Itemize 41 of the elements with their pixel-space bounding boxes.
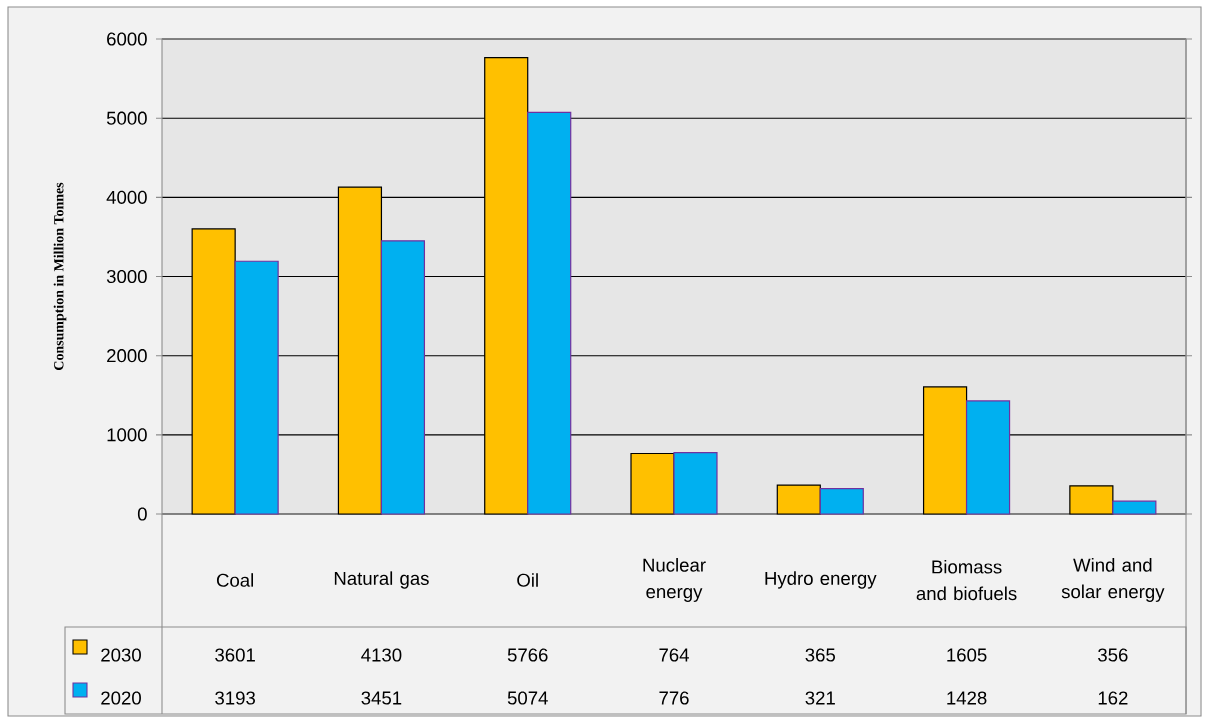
- data-label: 1428: [947, 691, 987, 705]
- y-tick-label: 6000: [107, 32, 147, 46]
- data-label: 3601: [215, 648, 255, 662]
- x-tick-label: Nuclear energy: [643, 558, 706, 602]
- bar: [234, 260, 279, 515]
- data-label: 1605: [947, 648, 987, 662]
- x-tick-label: Oil: [517, 573, 538, 587]
- bar: [380, 240, 426, 515]
- bar: [673, 451, 718, 515]
- y-tick-label: 2000: [107, 349, 147, 363]
- y-tick-label: 0: [137, 507, 147, 521]
- x-tick-label: Coal: [216, 573, 254, 587]
- bar: [1069, 485, 1114, 515]
- bar: [819, 487, 864, 515]
- legend-label: 2030: [101, 648, 141, 662]
- bar: [1112, 500, 1157, 515]
- data-label: 3193: [215, 691, 255, 705]
- y-tick-label: 3000: [106, 269, 147, 284]
- x-tick-label: Wind and solar energy: [1061, 558, 1165, 602]
- y-axis-title: Consumption in Million Tonnes: [53, 182, 67, 370]
- bar: [527, 111, 572, 515]
- x-tick-label: Natural gas: [334, 571, 429, 589]
- y-tick-label: 5000: [106, 111, 147, 125]
- data-label: 5074: [507, 691, 548, 705]
- data-label: 5766: [507, 648, 548, 662]
- data-label: 321: [805, 691, 835, 705]
- x-tick-label: Hydro energy: [765, 571, 877, 589]
- data-label: 764: [659, 648, 689, 662]
- y-tick-label: 1000: [107, 428, 147, 442]
- legend-label: 2020: [101, 691, 141, 705]
- data-label: 776: [659, 691, 689, 705]
- y-tick-label: 4000: [106, 190, 147, 204]
- bar: [965, 400, 1011, 515]
- bar: [630, 452, 675, 515]
- data-label: 162: [1098, 691, 1128, 705]
- data-label: 4130: [361, 648, 402, 662]
- data-label: 3451: [361, 691, 402, 705]
- x-tick-label: Biomass and biofuels: [916, 559, 1017, 601]
- data-label: 365: [805, 648, 836, 662]
- bar: [776, 484, 821, 515]
- data-label: 356: [1098, 648, 1128, 662]
